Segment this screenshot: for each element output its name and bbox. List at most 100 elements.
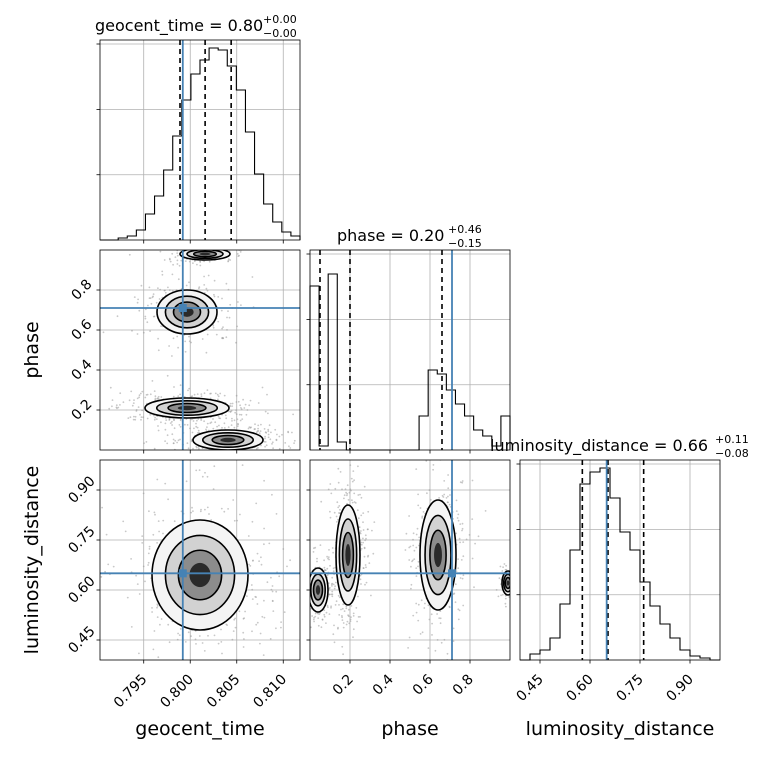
sample-point [153,418,156,421]
sample-point [235,413,238,416]
sample-point [511,571,513,573]
sample-point [412,544,415,547]
sample-point [278,447,281,450]
sample-point [206,475,209,478]
sample-point [267,412,269,415]
sample-point [173,427,176,430]
sample-point [213,246,215,248]
sample-point [240,408,243,411]
sample-point [250,667,252,669]
sample-point [136,301,139,304]
sample-point [268,542,271,545]
sample-point [412,614,415,617]
sample-point [148,510,150,513]
sample-point [224,414,227,417]
sample-point [129,416,132,419]
sample-point [179,384,182,387]
sample-point [359,578,362,581]
sample-point [205,351,208,354]
sample-point [258,432,261,434]
sample-point [363,546,366,549]
sample-point [184,350,187,353]
sample-point [415,575,418,577]
contour-line [501,570,510,596]
sample-point [154,397,157,400]
sample-point [203,650,206,652]
sample-point [340,608,342,611]
sample-point [138,396,141,399]
sample-point [168,345,171,347]
sample-point [461,481,464,484]
sample-point [331,576,334,579]
sample-point [511,585,513,587]
sample-point [511,577,513,579]
sample-point [130,626,133,628]
xlabel-phase: phase [381,718,438,740]
sample-point [199,260,202,263]
sample-point [269,438,272,441]
sample-point [241,418,244,420]
sample-point [452,627,455,630]
sample-point [152,648,155,651]
sample-point [213,279,216,282]
sample-point [251,630,253,633]
sample-point [199,510,202,513]
sample-point [263,616,266,619]
sample-point [237,255,240,257]
sample-point [345,607,348,610]
sample-point [211,247,213,249]
sample-point [164,428,167,431]
sample-point [302,595,304,597]
sample-point [98,548,100,550]
sample-point [233,419,236,422]
sample-point [117,406,120,409]
sample-point [305,584,307,586]
sample-point [327,606,329,609]
sample-point [214,421,217,424]
sample-point [242,646,245,648]
sample-point [425,460,428,462]
sample-point [186,442,189,445]
sample-point [209,422,212,424]
sample-point [230,451,232,453]
sample-point [101,506,103,509]
sample-point [408,515,410,517]
sample-point [142,492,145,495]
sample-point [226,665,228,667]
sample-point [185,284,188,287]
sample-point [100,576,103,578]
sample-point [508,596,510,598]
sample-point [267,430,270,433]
sample-point [341,645,344,648]
sample-point [146,321,149,324]
sample-point [333,641,336,644]
sample-point [145,441,148,443]
sample-point [208,453,210,455]
sample-point [267,436,270,439]
sample-point [122,520,125,523]
sample-point [342,626,345,629]
sample-point [180,259,183,262]
sample-point [239,251,242,253]
sample-point [210,392,212,395]
sample-point [148,548,151,550]
sample-point [142,331,145,334]
sample-point [188,260,191,263]
sample-point [173,419,175,422]
hist-luminosity_distance [520,467,720,661]
sample-point [291,431,293,434]
sample-point [213,293,215,296]
sample-point [223,510,226,513]
sample-point [128,399,131,402]
sample-point [321,619,324,621]
sample-point [455,510,458,512]
contour-line [192,250,218,258]
sample-point [357,517,360,520]
sample-point [350,477,353,480]
sample-point [495,589,498,591]
sample-point [317,612,319,615]
sample-point [231,638,234,641]
sample-point [221,426,223,429]
sample-point [288,445,290,448]
sample-point [439,622,442,625]
